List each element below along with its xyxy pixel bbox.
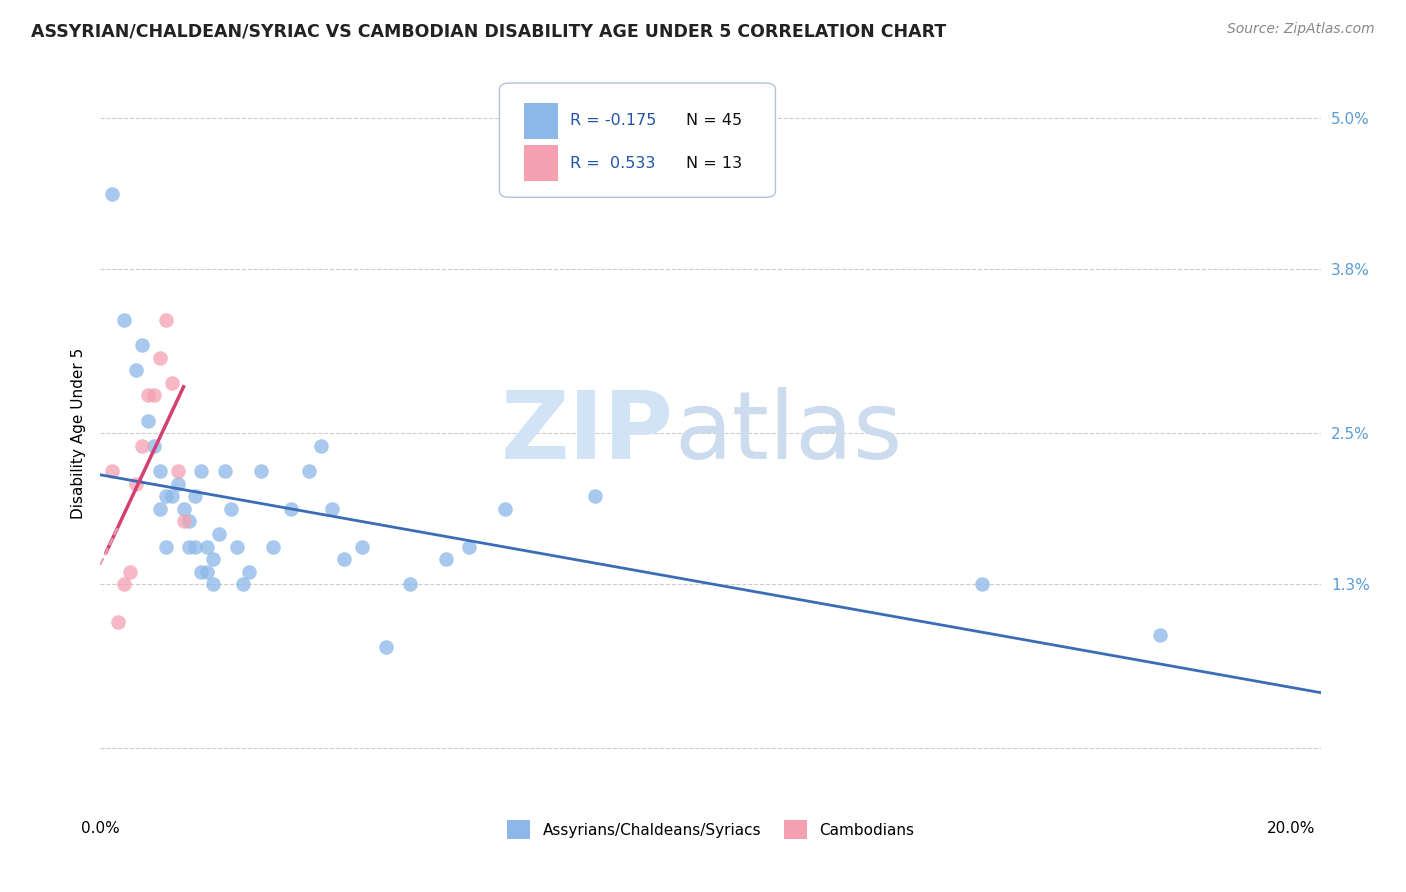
Point [173,514,195,528]
Text: Source: ZipAtlas.com: Source: ZipAtlas.com [1227,22,1375,37]
Point [160,489,183,503]
Point [142,439,165,453]
Point [179,540,201,554]
FancyBboxPatch shape [524,103,558,139]
Point [112,312,135,326]
Point [321,501,343,516]
Point [298,464,321,478]
Point [155,489,177,503]
Text: ZIP: ZIP [501,387,673,479]
FancyBboxPatch shape [524,145,558,181]
Point [118,565,141,579]
Point [149,351,172,365]
Point [583,489,606,503]
Point [219,501,242,516]
Text: N = 13: N = 13 [686,156,742,170]
Point [352,540,374,554]
Point [142,388,165,402]
Text: R =  0.533: R = 0.533 [571,156,655,170]
Point [131,439,153,453]
Point [155,540,177,554]
Point [970,577,993,591]
Point [399,577,422,591]
Point [112,577,135,591]
Point [190,464,212,478]
Point [333,552,356,566]
Point [184,540,207,554]
Point [494,501,516,516]
Point [375,640,398,655]
Point [136,413,159,427]
Point [195,565,218,579]
Point [101,464,124,478]
Point [202,577,225,591]
Point [250,464,273,478]
Point [280,501,302,516]
Point [166,476,188,491]
Point [238,565,260,579]
Point [184,489,207,503]
Point [202,552,225,566]
Point [125,363,148,377]
Point [149,501,172,516]
FancyBboxPatch shape [499,83,776,197]
Point [101,186,124,201]
Point [166,464,188,478]
Text: R = -0.175: R = -0.175 [571,113,657,128]
Point [160,376,183,390]
Text: atlas: atlas [673,387,903,479]
Point [214,464,236,478]
Text: ASSYRIAN/CHALDEAN/SYRIAC VS CAMBODIAN DISABILITY AGE UNDER 5 CORRELATION CHART: ASSYRIAN/CHALDEAN/SYRIAC VS CAMBODIAN DI… [31,22,946,40]
Point [262,540,284,554]
Point [131,338,153,352]
Point [179,514,201,528]
Y-axis label: Disability Age Under 5: Disability Age Under 5 [72,348,86,519]
Legend: Assyrians/Chaldeans/Syriacs, Cambodians: Assyrians/Chaldeans/Syriacs, Cambodians [501,814,921,845]
Point [1149,628,1171,642]
Point [136,388,159,402]
Point [107,615,129,630]
Point [434,552,457,566]
Point [232,577,254,591]
Point [125,476,148,491]
Point [149,464,172,478]
Point [155,312,177,326]
Point [173,501,195,516]
Point [208,527,231,541]
Point [195,540,218,554]
Point [309,439,332,453]
Point [190,565,212,579]
Point [226,540,249,554]
Point [458,540,481,554]
Text: N = 45: N = 45 [686,113,742,128]
